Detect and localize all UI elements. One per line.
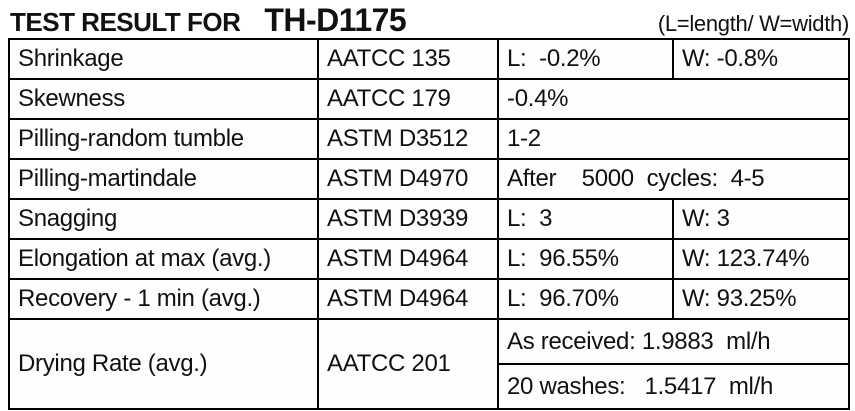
table-row-drying-rate-washed: 20 washes: 1.5417 ml/h: [9, 363, 850, 410]
table-row-shrinkage: Shrinkage AATCC 135 L: -0.2% W: -0.8%: [8, 38, 850, 80]
titlebar: TEST RESULT FOR TH-D1175 (L=length/ W=wi…: [0, 0, 855, 38]
cell-standard: ASTM D4970: [317, 158, 499, 200]
title-prefix: TEST RESULT FOR: [10, 7, 241, 37]
cell-result-length: L: -0.2%: [497, 38, 674, 80]
cell-test-name: Drying Rate (avg.): [8, 318, 319, 410]
cell-standard: AATCC 135: [317, 38, 499, 80]
cell-result-merged: 1-2: [497, 118, 850, 160]
cell-result-20-washes: 20 washes: 1.5417 ml/h: [497, 363, 850, 410]
cell-result-as-received: As received: 1.9883 ml/h: [497, 318, 850, 365]
cell-result-width: W: 93.25%: [672, 278, 850, 320]
cell-standard: ASTM D3512: [317, 118, 499, 160]
cell-test-name: Skewness: [8, 78, 319, 120]
table-row-skewness: Skewness AATCC 179 -0.4%: [8, 78, 850, 120]
title-product-code: TH-D1175: [264, 2, 407, 38]
table-row-drying-rate: Drying Rate (avg.) AATCC 201 As received…: [8, 318, 850, 410]
cell-result-width: W: 3: [672, 198, 850, 240]
cell-test-name: Pilling-random tumble: [8, 118, 319, 160]
cell-result-width: W: 123.74%: [672, 238, 850, 280]
cell-standard: AATCC 201: [317, 318, 499, 410]
cell-standard: ASTM D3939: [317, 198, 499, 240]
page-title: TEST RESULT FOR TH-D1175: [10, 2, 407, 39]
results-table: Shrinkage AATCC 135 L: -0.2% W: -0.8% Sk…: [8, 38, 850, 410]
legend-note: (L=length/ W=width): [657, 11, 849, 36]
cell-standard: AATCC 179: [317, 78, 499, 120]
cell-result-merged: After 5000 cycles: 4-5: [497, 158, 850, 200]
cell-test-name: Pilling-martindale: [8, 158, 319, 200]
table-row-recovery: Recovery - 1 min (avg.) ASTM D4964 L: 96…: [8, 278, 850, 320]
cell-test-name: Elongation at max (avg.): [8, 238, 319, 280]
table-row-snagging: Snagging ASTM D3939 L: 3 W: 3: [8, 198, 850, 240]
table-row-pilling-random-tumble: Pilling-random tumble ASTM D3512 1-2: [8, 118, 850, 160]
cell-result-merged: -0.4%: [497, 78, 850, 120]
cell-result-width: W: -0.8%: [672, 38, 850, 80]
cell-result-length: L: 96.55%: [497, 238, 674, 280]
cell-standard: ASTM D4964: [317, 278, 499, 320]
cell-test-name: Shrinkage: [8, 38, 319, 80]
cell-result-length: L: 3: [497, 198, 674, 240]
cell-test-name: Snagging: [8, 198, 319, 240]
cell-result-length: L: 96.70%: [497, 278, 674, 320]
cell-test-name: Recovery - 1 min (avg.): [8, 278, 319, 320]
table-row-elongation: Elongation at max (avg.) ASTM D4964 L: 9…: [8, 238, 850, 280]
cell-standard: ASTM D4964: [317, 238, 499, 280]
table-row-pilling-martindale: Pilling-martindale ASTM D4970 After 5000…: [8, 158, 850, 200]
